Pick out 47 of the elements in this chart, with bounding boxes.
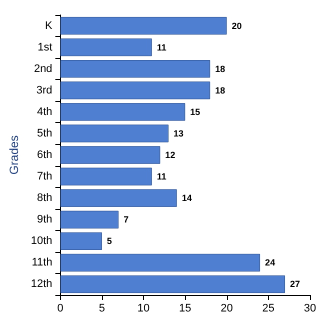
data-label: 12 [165,150,176,160]
y-tick-label: 9th [37,214,52,226]
data-label: 27 [290,279,300,290]
y-tick-label: 12th [30,278,52,290]
y-tick-label: 3rd [36,84,52,96]
bar [60,210,119,228]
data-label: 15 [190,106,200,117]
x-tick-label: 30 [304,302,316,314]
x-tick-label: 15 [179,302,192,314]
data-label: 18 [215,64,226,74]
y-tick-label: 4th [37,106,52,118]
x-tick-label: 20 [220,302,233,314]
y-tick-label: 8th [37,192,52,204]
bar [60,60,210,78]
x-tick-label: 0 [57,302,64,314]
data-label: 18 [215,85,226,96]
y-tick-label: 7th [37,170,52,183]
bar [60,124,169,142]
y-tick-label: 5th [37,127,52,140]
x-tick-label: 5 [98,302,105,314]
y-tick-label: 10th [30,235,52,248]
data-label: 11 [156,42,166,52]
data-label: 5 [106,236,112,246]
data-label: 11 [156,172,166,182]
bar [60,82,210,100]
y-tick-label: 1st [38,41,52,54]
y-tick-label: 2nd [34,62,52,75]
x-tick-label: 10 [137,302,150,314]
bar [60,103,186,121]
bar [60,16,227,35]
data-label: 7 [124,214,129,225]
data-label: 14 [182,193,192,204]
bar [60,146,160,164]
y-axis-title: Grades [7,135,21,175]
bar [60,38,152,56]
bar [60,275,286,294]
data-label: 13 [174,128,184,138]
y-tick-label: K [44,20,53,32]
y-tick-label: 11th [32,256,52,269]
y-tick-label: 6th [37,149,52,161]
bar [60,189,177,207]
bar [60,168,152,186]
bar [60,254,260,272]
x-tick-label: 25 [262,302,275,314]
data-label: 20 [232,20,242,31]
data-label: 24 [265,258,276,268]
bar [60,232,102,250]
